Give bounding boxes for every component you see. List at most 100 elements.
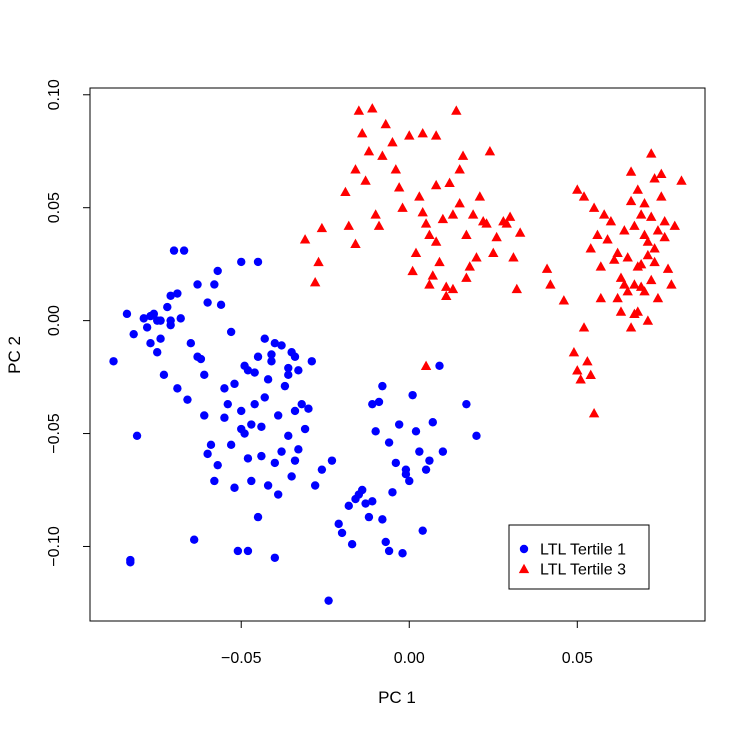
data-point-triangle (313, 256, 324, 267)
data-point-triangle (430, 236, 442, 246)
data-point-triangle (377, 150, 388, 160)
data-point-circle (213, 266, 222, 276)
data-point-triangle (434, 256, 445, 267)
y-tick-label: 0.10 (46, 79, 63, 110)
data-point-circle (307, 357, 317, 366)
data-point-triangle (598, 209, 610, 219)
data-points (109, 103, 687, 605)
data-point-circle (200, 370, 209, 380)
data-point-circle (223, 399, 232, 409)
data-point-triangle (595, 261, 607, 271)
data-point-circle (220, 413, 229, 422)
data-point-circle (324, 596, 333, 605)
data-point-triangle (508, 252, 519, 262)
data-point-circle (250, 368, 259, 377)
data-point-circle (384, 546, 394, 556)
data-point-circle (156, 334, 165, 343)
data-point-circle (146, 339, 155, 348)
data-point-circle (273, 411, 283, 420)
data-point-circle (186, 339, 196, 348)
data-point-circle (270, 458, 280, 468)
data-point-triangle (430, 179, 442, 190)
data-point-circle (394, 420, 404, 429)
data-point-circle (183, 395, 192, 404)
y-tick-label: 0.05 (46, 192, 63, 223)
data-point-triangle (652, 292, 664, 303)
data-point-circle (405, 476, 414, 486)
data-point-circle (411, 427, 421, 436)
data-point-circle (310, 481, 320, 490)
data-point-circle (388, 488, 397, 497)
data-point-triangle (541, 263, 553, 273)
data-point-circle (166, 291, 175, 300)
data-point-triangle (340, 186, 351, 197)
data-point-triangle (360, 175, 371, 185)
data-point-triangle (656, 168, 667, 178)
data-point-triangle (437, 213, 449, 224)
data-point-circle (358, 485, 367, 495)
data-point-circle (273, 490, 283, 499)
data-point-circle (166, 320, 175, 330)
data-point-triangle (309, 277, 321, 287)
data-point-circle (284, 363, 293, 373)
data-point-triangle (602, 234, 613, 244)
data-point-triangle (619, 279, 630, 289)
data-point-circle (270, 339, 280, 348)
data-point-circle (210, 280, 219, 289)
data-point-triangle (642, 249, 654, 260)
data-point-circle (237, 406, 246, 416)
data-point-circle (327, 456, 337, 465)
data-point-circle (378, 381, 387, 391)
data-point-circle (300, 424, 310, 434)
data-point-circle (384, 438, 394, 447)
data-point-triangle (454, 164, 465, 174)
data-point-triangle (397, 202, 408, 212)
data-point-triangle (615, 272, 627, 282)
data-point-triangle (424, 229, 435, 239)
data-point-circle (398, 549, 407, 558)
data-point-circle (381, 537, 390, 547)
y-tick-label: −0.10 (46, 526, 63, 567)
data-point-triangle (441, 290, 452, 300)
data-point-circle (260, 393, 269, 402)
y-tick-label: −0.05 (46, 413, 63, 454)
data-point-triangle (629, 279, 640, 289)
data-point-circle (263, 375, 273, 384)
data-point-circle (347, 540, 357, 549)
x-tick-label: 0.00 (394, 650, 425, 667)
data-point-triangle (353, 105, 365, 115)
data-point-triangle (488, 247, 499, 258)
data-point-circle (226, 327, 236, 337)
data-point-triangle (514, 227, 526, 237)
x-tick-label: −0.05 (221, 650, 262, 667)
data-point-circle (253, 512, 263, 522)
data-point-triangle (343, 220, 354, 230)
legend-marker (519, 544, 529, 554)
data-point-circle (253, 352, 263, 361)
data-point-triangle (609, 254, 620, 264)
data-point-triangle (622, 252, 633, 262)
data-point-triangle (393, 182, 405, 192)
data-point-triangle (625, 195, 637, 206)
data-point-circle (132, 431, 142, 441)
data-point-triangle (451, 105, 462, 115)
data-point-circle (250, 399, 259, 409)
legend-box (508, 524, 650, 590)
data-point-circle (257, 422, 266, 431)
data-point-triangle (447, 209, 459, 219)
data-point-triangle (572, 184, 583, 194)
data-point-circle (418, 526, 427, 535)
data-point-circle (334, 519, 343, 529)
data-point-triangle (417, 127, 428, 138)
data-point-triangle (424, 279, 435, 289)
data-point-triangle (619, 225, 630, 235)
data-point-triangle (299, 234, 311, 244)
data-point-circle (109, 357, 118, 366)
data-point-circle (226, 440, 236, 450)
data-point-triangle (350, 238, 361, 248)
data-point-triangle (511, 283, 523, 294)
data-point-triangle (632, 306, 643, 316)
data-point-triangle (491, 231, 502, 242)
data-point-circle (290, 352, 300, 361)
data-point-triangle (635, 258, 647, 269)
